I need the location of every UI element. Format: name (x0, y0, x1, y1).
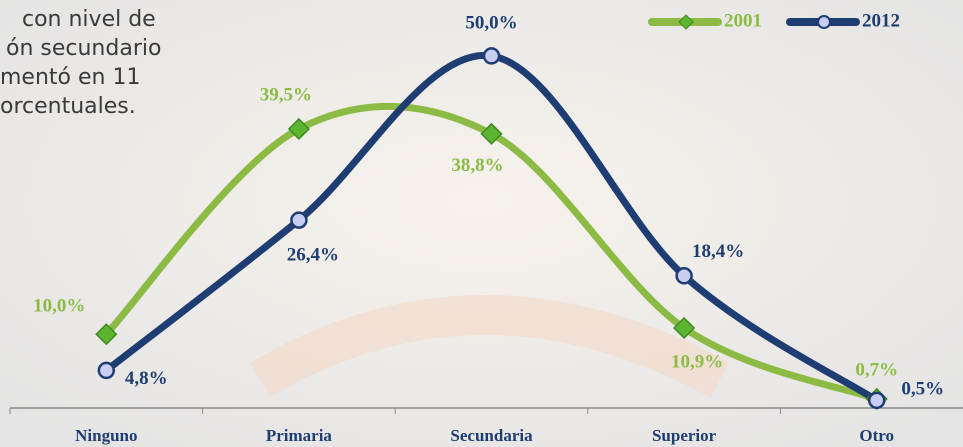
annotation: mentó en 11 (0, 65, 140, 90)
x-tick-label: Secundaria (450, 426, 533, 445)
chart: con nivel de ón secundario mentó en 11 orce… (0, 0, 963, 447)
value-label: 4,8% (125, 368, 168, 389)
x-tick-label: Ninguno (75, 426, 137, 445)
annotation: orcentuales. (0, 94, 136, 119)
marker (677, 268, 692, 283)
value-label: 26,4% (287, 244, 339, 265)
value-label: 38,8% (451, 155, 503, 176)
x-tick-label: Primaria (266, 426, 333, 445)
legend-marker (818, 16, 830, 28)
value-label: 0,5% (901, 379, 944, 400)
marker (291, 213, 306, 228)
value-label: 50,0% (465, 12, 517, 33)
page: con nivel de ón secundario mentó en 11 orce… (0, 0, 963, 447)
legend-label: 2001 (724, 10, 762, 31)
value-label: 0,7% (855, 359, 898, 380)
x-tick-label: Otro (859, 426, 894, 445)
value-label: 10,0% (33, 296, 85, 317)
value-label: 39,5% (260, 84, 312, 105)
legend-label: 2012 (862, 10, 900, 31)
marker (869, 393, 884, 408)
x-tick-label: Superior (652, 426, 717, 445)
marker (99, 363, 114, 378)
annotation: con nivel de (22, 7, 156, 32)
value-label: 18,4% (692, 241, 744, 262)
annotation: ón secundario (6, 36, 161, 61)
marker (484, 48, 499, 63)
value-label: 10,9% (671, 351, 723, 372)
